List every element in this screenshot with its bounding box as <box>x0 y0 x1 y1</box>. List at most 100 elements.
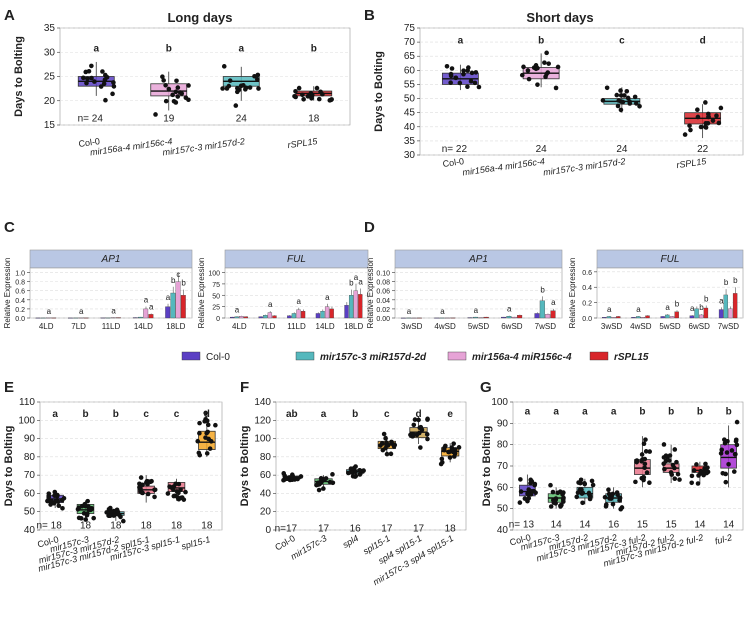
data-point <box>557 489 563 494</box>
data-point <box>661 442 667 447</box>
y-tick-label: 25 <box>44 72 56 83</box>
y-tick-label: 140 <box>254 397 271 408</box>
data-point <box>389 441 394 446</box>
significance-letter: c <box>619 35 625 46</box>
sample-size: 18 <box>110 521 122 532</box>
data-point <box>703 461 708 467</box>
data-point <box>548 482 553 488</box>
plot-area <box>224 267 369 319</box>
data-point <box>205 429 210 435</box>
data-point <box>600 98 606 103</box>
significance-letter: a <box>325 293 330 302</box>
data-point <box>175 85 181 90</box>
data-point <box>691 468 697 473</box>
bar <box>165 306 171 319</box>
significance-letter: a <box>93 43 99 54</box>
sample-size: 24 <box>616 144 628 155</box>
data-point <box>716 120 722 126</box>
category-label: 3wSD <box>601 322 623 331</box>
data-point <box>528 491 534 497</box>
significance-letter: c <box>174 409 180 420</box>
data-point <box>622 93 627 98</box>
data-point <box>54 492 60 498</box>
category-label: rSPL15 <box>287 136 319 150</box>
data-point <box>667 453 673 458</box>
data-point <box>425 436 430 442</box>
data-point <box>111 80 116 85</box>
data-point <box>247 85 253 90</box>
y-tick-label: 30 <box>44 47 56 58</box>
y-tick-label: 100 <box>491 397 508 408</box>
bar <box>511 316 517 319</box>
bar <box>660 316 665 319</box>
panel-title: Short days <box>526 10 593 25</box>
data-point <box>449 66 455 71</box>
data-point <box>446 449 452 455</box>
plot-area <box>29 267 193 319</box>
data-point <box>579 487 584 492</box>
data-point <box>439 456 445 462</box>
category-label: mir157c-3 mir157d-2 <box>162 136 246 157</box>
data-point <box>283 476 289 482</box>
data-point <box>615 103 621 109</box>
bar <box>602 317 607 319</box>
data-point <box>85 498 90 504</box>
y-axis-label: Relative Expression <box>197 258 206 329</box>
data-point <box>438 461 444 467</box>
significance-letter: a <box>144 296 149 305</box>
y-tick-label: 100 <box>208 271 220 278</box>
y-tick-label: 0.6 <box>582 270 592 277</box>
data-point <box>110 91 115 97</box>
data-point <box>724 450 730 455</box>
data-point <box>663 453 669 458</box>
y-tick-label: 90 <box>24 434 36 445</box>
bar <box>170 292 176 319</box>
legend: Col-0 mir157c-3 miR157d-2d mir156a-4 miR15… <box>181 351 649 363</box>
data-point <box>296 85 302 91</box>
sample-size: 14 <box>579 520 591 531</box>
data-point <box>521 64 526 70</box>
bar <box>296 309 301 319</box>
sample-size: n= 24 <box>78 114 104 125</box>
y-tick-label: 0.4 <box>15 298 25 305</box>
data-point <box>695 107 700 113</box>
category-label: 14LD <box>134 322 153 331</box>
data-point <box>60 505 65 511</box>
data-point <box>178 495 184 501</box>
data-point <box>672 476 678 481</box>
bar <box>539 300 545 319</box>
significance-letter: a <box>553 407 559 418</box>
y-tick-label: 0.6 <box>15 289 25 296</box>
data-point <box>411 422 417 428</box>
data-point <box>718 105 724 111</box>
sample-size: 18 <box>308 114 320 125</box>
data-point <box>153 112 158 117</box>
significance-letter: a <box>268 300 273 309</box>
bar <box>358 294 363 319</box>
data-point <box>85 76 90 82</box>
data-point <box>85 511 90 516</box>
significance-letter: b <box>538 35 544 46</box>
bar <box>40 317 46 319</box>
data-point <box>300 92 305 98</box>
bar <box>258 316 263 319</box>
bar <box>411 317 417 319</box>
bar <box>239 316 244 319</box>
y-axis-label: Relative Expression <box>3 258 12 329</box>
data-point <box>195 438 201 444</box>
significance-letter: b <box>726 407 732 418</box>
category-label: Col-0 <box>442 156 465 169</box>
data-point <box>174 78 179 84</box>
data-point <box>528 477 534 483</box>
data-point <box>447 455 453 460</box>
bar <box>267 312 273 319</box>
data-point <box>526 76 532 82</box>
legend-label: mir156a-4 miR156c-4 <box>472 352 572 363</box>
data-point <box>84 80 89 86</box>
y-tick-label: 0.2 <box>15 307 25 314</box>
significance-letter: a <box>607 305 612 314</box>
data-point <box>92 79 97 84</box>
bar <box>83 317 89 319</box>
data-point <box>170 92 175 98</box>
